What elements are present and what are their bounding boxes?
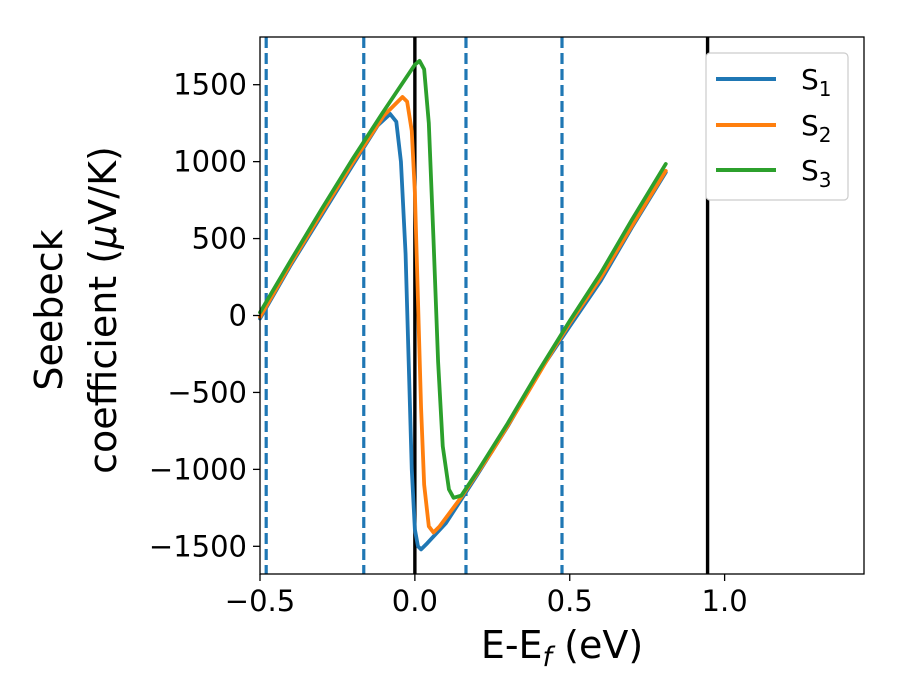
y-axis-label-line1: Seebeck bbox=[27, 229, 71, 390]
x-tick-label: −0.5 bbox=[225, 584, 295, 618]
x-tick-label: 1.0 bbox=[702, 584, 748, 618]
legend-label-s3: S3 bbox=[801, 154, 832, 192]
y-axis-label-line2: coefficient (μV/K) bbox=[81, 146, 125, 474]
y-tick-label: 500 bbox=[192, 222, 247, 256]
legend-label-s1: S1 bbox=[801, 63, 832, 101]
legend-box bbox=[705, 52, 849, 201]
y-tick-label: −1500 bbox=[149, 529, 247, 563]
y-axis-label: Seebeck coefficient (μV/K) bbox=[27, 146, 125, 474]
series-line-s3 bbox=[258, 58, 668, 500]
y-tick-label: 1500 bbox=[173, 68, 247, 102]
y-tick-label: 1000 bbox=[173, 145, 247, 179]
x-tick-label: 0.0 bbox=[392, 584, 438, 618]
y-tick-label: −1000 bbox=[149, 452, 247, 486]
y-axis-ticks: −1500 −1000 −500 0 500 1000 1500 bbox=[149, 68, 260, 563]
y-tick-label: 0 bbox=[229, 299, 247, 333]
legend-label-s2: S2 bbox=[801, 109, 832, 147]
x-axis-label: E-Ef (eV) bbox=[481, 623, 643, 673]
series-lines bbox=[258, 58, 668, 552]
x-tick-label: 0.5 bbox=[547, 584, 593, 618]
x-axis-ticks: −0.5 0.0 0.5 1.0 bbox=[225, 574, 748, 618]
y-tick-label: −500 bbox=[167, 375, 247, 409]
legend: S1 S2 S3 bbox=[705, 52, 849, 201]
plot-frame bbox=[259, 36, 865, 575]
